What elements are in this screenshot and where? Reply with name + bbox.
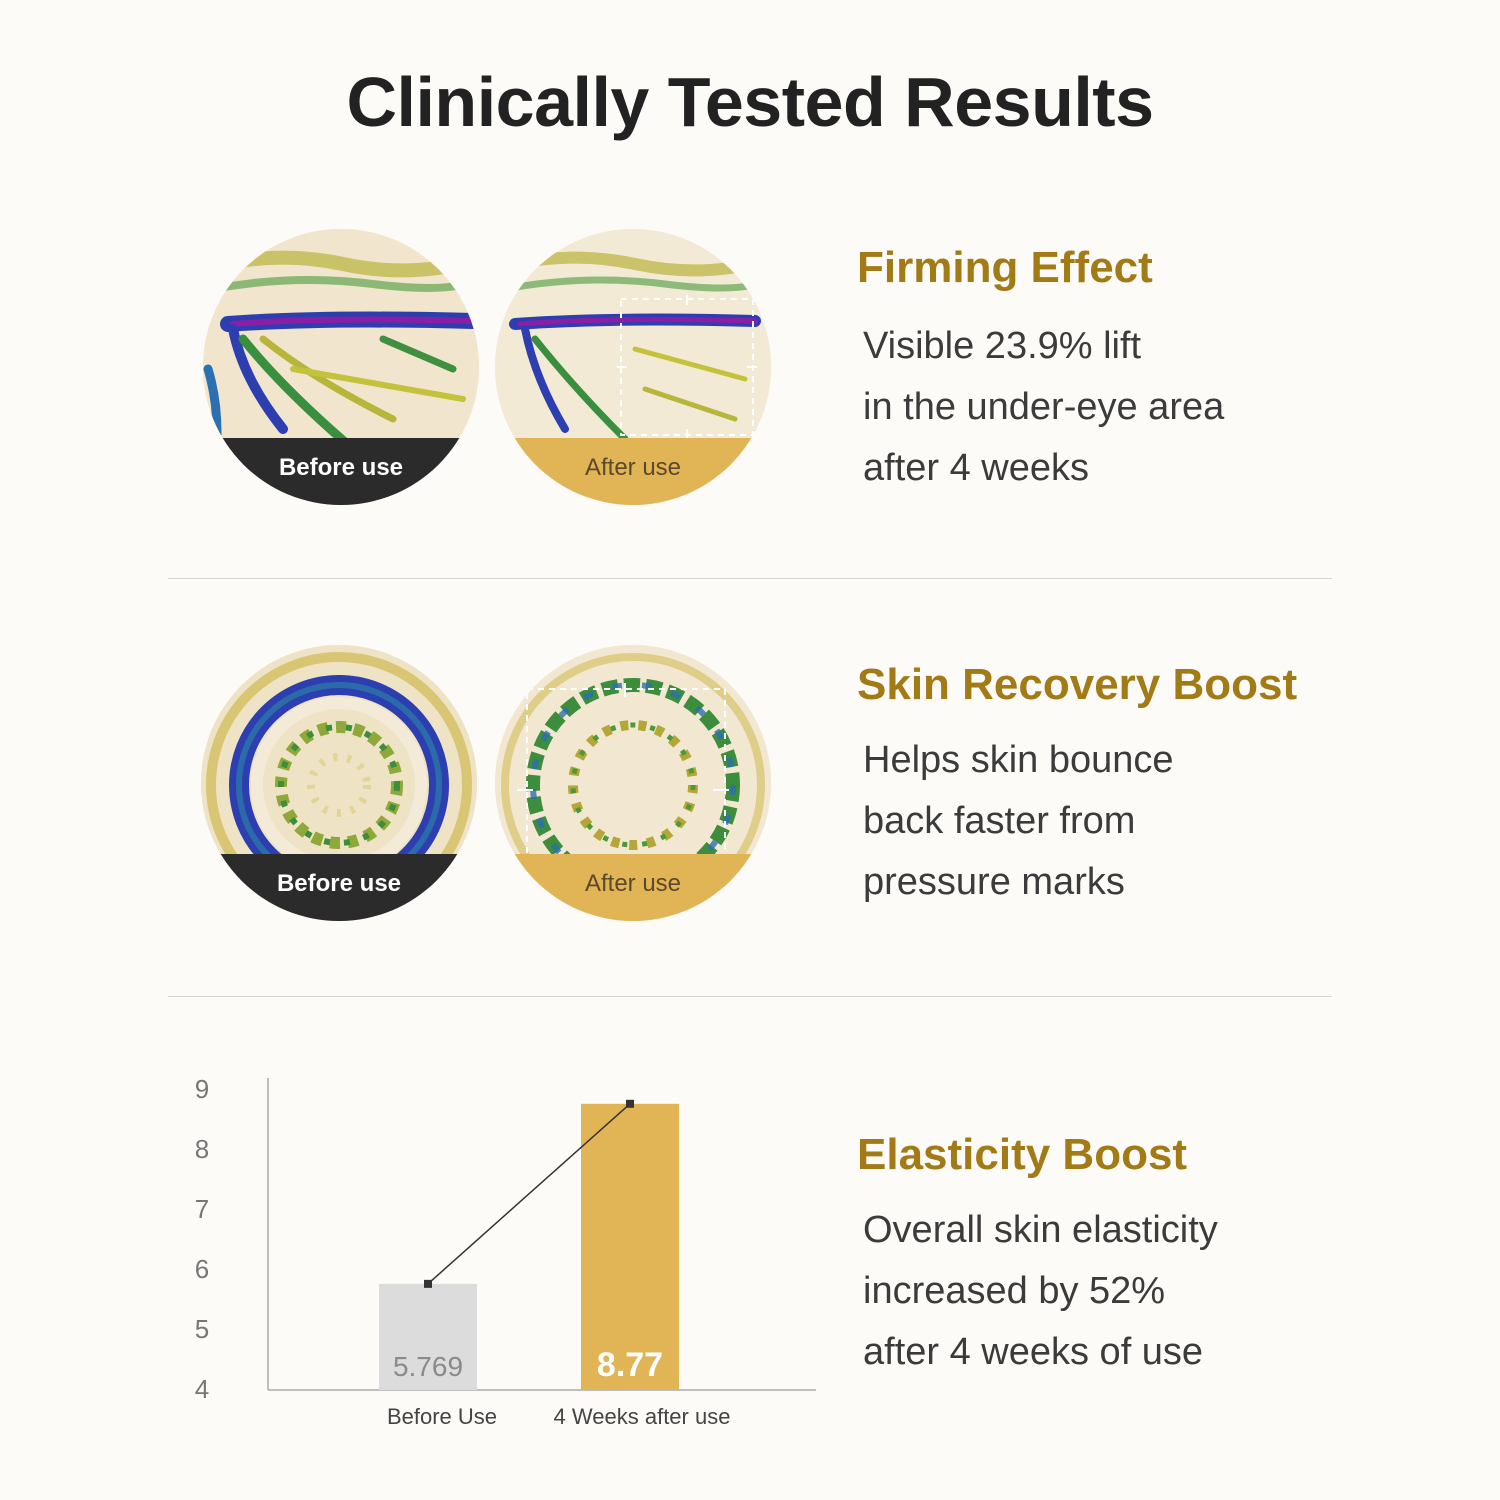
after-use-caption: After use <box>495 438 771 505</box>
y-tick-label: 7 <box>195 1194 209 1224</box>
firming-after-image: After use <box>495 229 771 505</box>
section-divider <box>168 578 1332 579</box>
description-line: increased by 52% <box>863 1270 1166 1312</box>
trend-point <box>424 1279 432 1288</box>
description-line: Overall skin elasticity <box>863 1209 1218 1251</box>
before-use-caption: Before use <box>201 854 477 921</box>
firming-effect-description: Visible 23.9% lift in the under-eye area… <box>863 316 1224 499</box>
x-category-label: 4 Weeks after use <box>554 1404 731 1429</box>
description-line: Helps skin bounce <box>863 739 1174 781</box>
skin-recovery-heading: Skin Recovery Boost <box>857 660 1298 709</box>
description-line: pressure marks <box>863 861 1125 903</box>
description-line: after 4 weeks <box>863 447 1089 489</box>
description-line: Visible 23.9% lift <box>863 325 1142 367</box>
y-tick-label: 6 <box>195 1254 209 1284</box>
firming-effect-heading: Firming Effect <box>857 243 1153 292</box>
trend-point <box>626 1099 634 1108</box>
elasticity-bar-chart: 4 5 6 7 8 9 5.769 Before Use 8.77 4 Weeks after u… <box>195 1074 816 1429</box>
elasticity-heading: Elasticity Boost <box>857 1130 1188 1179</box>
y-tick-label: 4 <box>195 1374 209 1404</box>
firming-before-image: Before use <box>203 229 479 505</box>
recovery-after-image: After use <box>495 645 771 921</box>
description-line: in the under-eye area <box>863 386 1225 428</box>
section-divider <box>168 996 1332 997</box>
before-use-caption: Before use <box>203 438 479 505</box>
trend-line <box>427 1103 631 1285</box>
elasticity-description: Overall skin elasticity increased by 52%… <box>863 1200 1218 1383</box>
skin-recovery-description: Helps skin bounce back faster from press… <box>863 730 1174 913</box>
description-line: back faster from <box>863 800 1136 842</box>
bar-value-label: 8.77 <box>597 1346 663 1384</box>
bar-value-label: 5.769 <box>393 1351 463 1382</box>
after-use-caption: After use <box>495 854 771 921</box>
y-tick-label: 8 <box>195 1134 209 1164</box>
x-category-label: Before Use <box>387 1404 497 1429</box>
recovery-before-image: Before use <box>201 645 477 921</box>
y-tick-label: 9 <box>195 1074 209 1104</box>
bar <box>581 1103 679 1390</box>
page-title: Clinically Tested Results <box>346 63 1154 141</box>
y-tick-label: 5 <box>195 1314 209 1344</box>
bar <box>379 1283 477 1390</box>
description-line: after 4 weeks of use <box>863 1331 1204 1373</box>
